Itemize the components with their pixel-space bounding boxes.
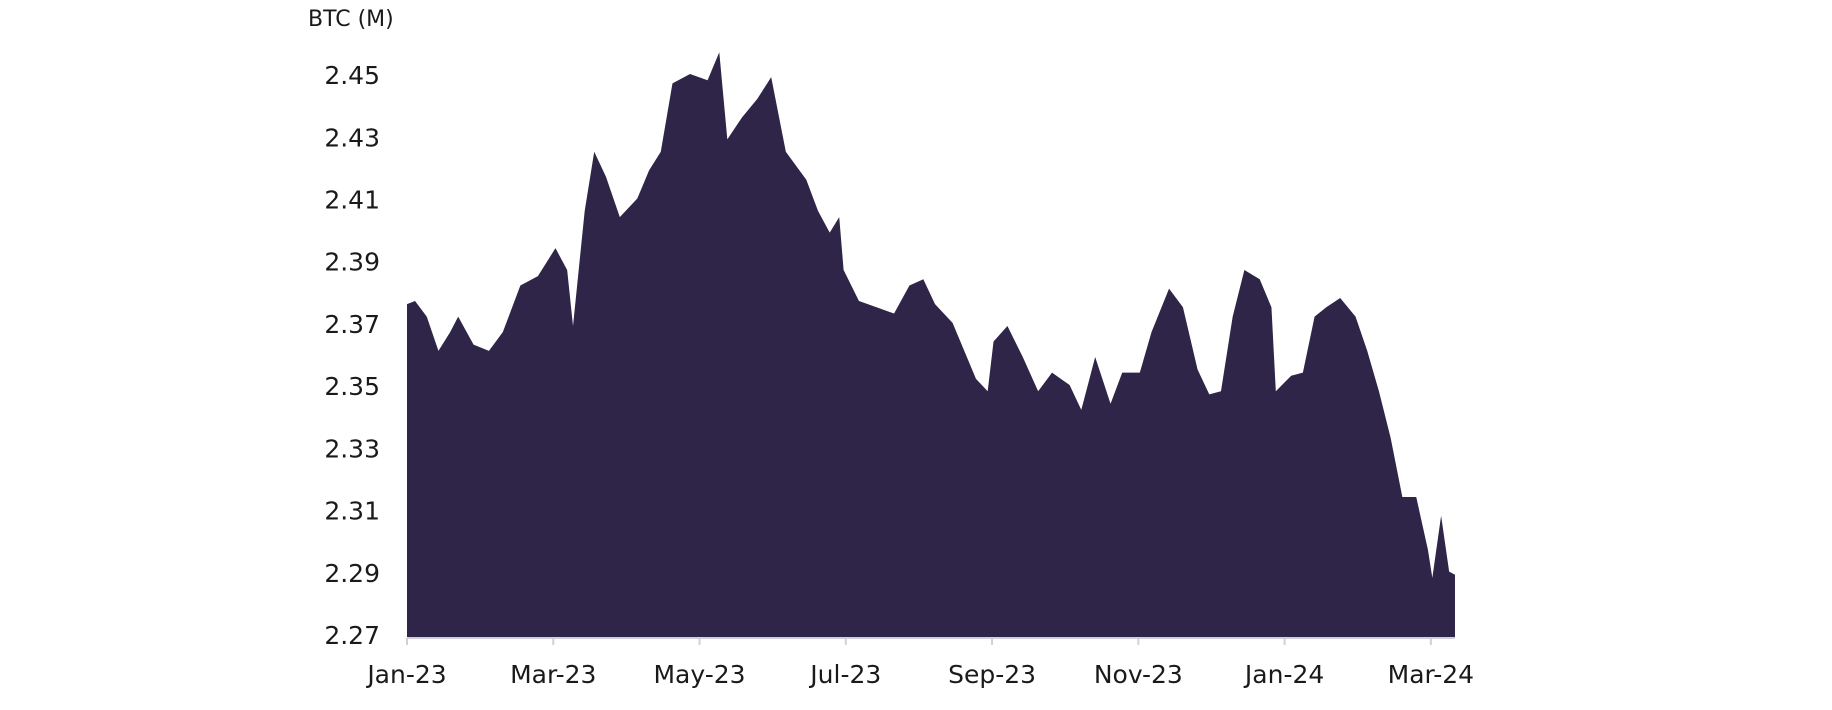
x-tick-label: Sep-23	[948, 660, 1036, 689]
y-tick-label: 2.43	[324, 123, 380, 152]
y-axis-label: BTC (M)	[308, 7, 394, 32]
x-tick-label: Jul-23	[808, 660, 881, 689]
y-tick-label: 2.37	[324, 310, 380, 339]
y-tick-label: 2.35	[324, 372, 380, 401]
y-tick-label: 2.33	[324, 434, 380, 463]
y-tick-label: 2.45	[324, 61, 380, 90]
x-tick-label: Jan-23	[365, 660, 446, 689]
x-tick-label: Nov-23	[1094, 660, 1183, 689]
y-tick-label: 2.39	[324, 248, 380, 277]
y-tick-label: 2.41	[324, 186, 380, 215]
x-tick-label: May-23	[653, 660, 745, 689]
x-tick-label: Jan-24	[1243, 660, 1324, 689]
y-tick-label: 2.27	[324, 621, 380, 650]
y-tick-label: 2.29	[324, 559, 380, 588]
area	[407, 52, 1455, 638]
x-tick-label: Mar-23	[510, 660, 596, 689]
x-tick-label: Mar-24	[1388, 660, 1474, 689]
y-tick-label: 2.31	[324, 497, 380, 526]
